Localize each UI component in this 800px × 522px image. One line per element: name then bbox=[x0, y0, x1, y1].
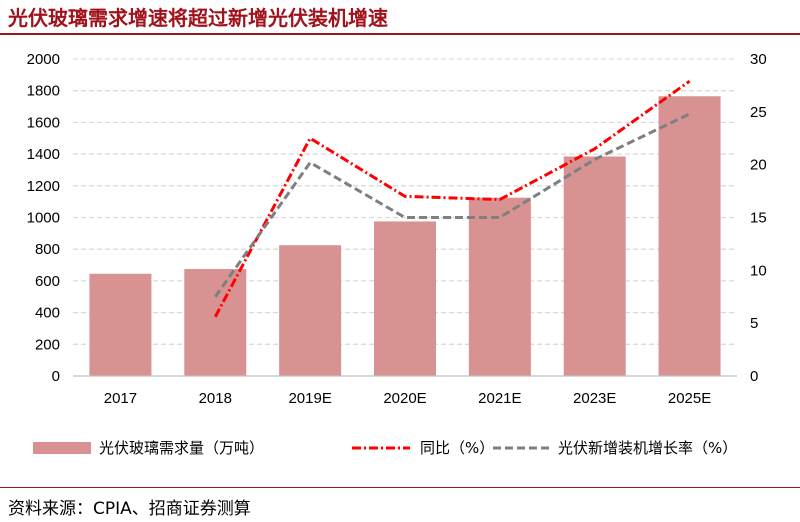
series-line bbox=[213, 79, 691, 318]
chart-title: 光伏玻璃需求增速将超过新增光伏装机增速 bbox=[8, 6, 388, 30]
x-tick-label: 2019E bbox=[288, 390, 331, 407]
y-left-tick-label: 1600 bbox=[27, 114, 60, 131]
bar bbox=[184, 269, 247, 376]
y-left-tick-label: 800 bbox=[35, 241, 60, 258]
x-tick-label: 2020E bbox=[383, 390, 426, 407]
y-left-tick-label: 200 bbox=[35, 336, 60, 353]
legend-label-demand: 光伏玻璃需求量（万吨） bbox=[99, 439, 264, 457]
y-right-tick-label: 0 bbox=[750, 368, 758, 385]
bar bbox=[468, 197, 531, 376]
y-left-tick-label: 1200 bbox=[27, 178, 60, 195]
y-left-tick-label: 400 bbox=[35, 305, 60, 322]
series-line bbox=[214, 112, 691, 298]
y-right-tick-label: 25 bbox=[750, 104, 767, 121]
title-divider bbox=[0, 33, 800, 35]
x-tick-label: 2023E bbox=[573, 390, 616, 407]
y-right-tick-label: 5 bbox=[750, 315, 758, 332]
bar bbox=[658, 96, 721, 376]
y-left-tick-label: 0 bbox=[52, 368, 60, 385]
y-right-tick-label: 30 bbox=[750, 51, 767, 68]
bar bbox=[89, 273, 152, 376]
legend-label-yoy: 同比（%） bbox=[420, 439, 494, 457]
y-left-tick-label: 1000 bbox=[27, 210, 60, 227]
x-tick-label: 2017 bbox=[104, 390, 137, 407]
source-divider bbox=[0, 487, 800, 488]
y-right-tick-label: 20 bbox=[750, 157, 767, 174]
bar bbox=[563, 156, 626, 376]
y-left-tick-label: 1400 bbox=[27, 146, 60, 163]
y-right-tick-label: 10 bbox=[750, 262, 767, 279]
legend-swatch-bar bbox=[33, 442, 91, 454]
y-left-tick-label: 600 bbox=[35, 273, 60, 290]
bar bbox=[374, 221, 436, 376]
source-note: 资料来源：CPIA、招商证券测算 bbox=[8, 499, 251, 519]
x-tick-label: 2025E bbox=[668, 390, 711, 407]
legend-label-install: 光伏新增装机增长率（%） bbox=[558, 439, 737, 457]
bar bbox=[279, 245, 342, 376]
y-right-tick-label: 15 bbox=[750, 210, 767, 227]
y-left-tick-label: 2000 bbox=[27, 51, 60, 68]
y-left-tick-label: 1800 bbox=[27, 83, 60, 100]
chart: 0 200 400 600 800 1000 1200 1400 1600 1800 2000 0 5 1… bbox=[27, 51, 767, 457]
x-tick-label: 2021E bbox=[478, 390, 521, 407]
x-tick-label: 2018 bbox=[199, 390, 232, 407]
